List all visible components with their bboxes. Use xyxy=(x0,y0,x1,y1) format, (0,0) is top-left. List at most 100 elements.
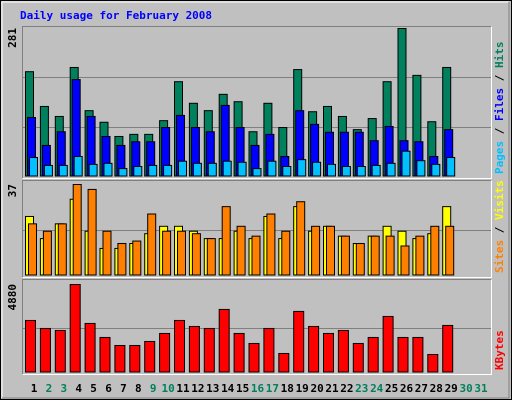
bar xyxy=(54,329,66,373)
bar xyxy=(248,342,260,373)
legend-entry: Files xyxy=(493,88,506,121)
panel-bevel xyxy=(22,180,492,278)
bar xyxy=(266,213,276,276)
bar xyxy=(431,163,441,177)
bar xyxy=(352,342,364,373)
bar xyxy=(367,336,379,373)
bar xyxy=(129,344,141,373)
bar xyxy=(251,235,261,276)
x-tick-label: 8 xyxy=(135,382,142,395)
bar xyxy=(327,163,336,177)
bar xyxy=(73,155,83,177)
bar xyxy=(207,162,217,177)
x-tick-label: 25 xyxy=(385,382,398,395)
bar xyxy=(400,245,410,276)
x-tick-label: 14 xyxy=(221,382,235,395)
bar xyxy=(237,161,247,177)
legend: KBytes xyxy=(493,330,506,370)
bar xyxy=(236,225,246,276)
bar xyxy=(177,230,186,276)
bar xyxy=(99,336,111,373)
bar xyxy=(293,310,305,373)
bar xyxy=(72,184,82,276)
bar xyxy=(323,332,334,373)
bar xyxy=(188,325,200,373)
bar xyxy=(117,243,127,276)
bar xyxy=(178,160,187,177)
x-tick-label: 31 xyxy=(474,382,488,395)
bar xyxy=(144,340,156,373)
bar xyxy=(386,162,396,177)
bar xyxy=(337,329,349,373)
bar xyxy=(356,165,366,177)
x-tick-label: 9 xyxy=(150,382,157,395)
bar xyxy=(282,165,292,177)
bar xyxy=(412,336,424,373)
x-tick-label: 29 xyxy=(445,382,458,395)
x-tick-label: 17 xyxy=(266,382,279,395)
bar xyxy=(297,159,307,177)
bar xyxy=(355,243,365,276)
x-tick-label: 27 xyxy=(415,382,428,395)
x-tick-label: 19 xyxy=(296,382,309,395)
legend-entry: Hits xyxy=(493,42,506,69)
panel-bevel xyxy=(22,26,492,179)
bar xyxy=(191,233,201,276)
bar xyxy=(401,150,411,177)
x-tick-label: 26 xyxy=(400,382,414,395)
x-tick-label: 23 xyxy=(355,382,368,395)
bar xyxy=(132,240,142,276)
x-tick-label: 22 xyxy=(340,382,353,395)
legend-separator: / xyxy=(493,220,506,240)
bar xyxy=(84,322,96,373)
bar xyxy=(222,160,232,177)
bar xyxy=(263,327,275,373)
x-tick-label: 24 xyxy=(370,382,384,395)
bar xyxy=(385,235,395,276)
x-tick-label: 16 xyxy=(251,382,265,395)
bar xyxy=(340,235,350,276)
bar xyxy=(267,160,277,177)
panel-bevel xyxy=(22,279,492,375)
panel-bevel xyxy=(22,180,492,278)
bar xyxy=(221,206,231,276)
bar xyxy=(114,344,126,373)
x-tick-label: 1 xyxy=(31,382,38,395)
y-tick-label: 4880 xyxy=(6,284,19,311)
bar xyxy=(206,238,216,276)
bar xyxy=(58,164,68,177)
bar xyxy=(148,164,158,177)
bar xyxy=(371,164,381,177)
bar xyxy=(57,223,67,276)
bar xyxy=(203,327,215,373)
bar xyxy=(163,164,173,177)
bar xyxy=(416,160,426,177)
x-tick-label: 18 xyxy=(281,382,294,395)
bar xyxy=(326,225,335,276)
bar xyxy=(39,327,51,373)
bar xyxy=(415,235,425,276)
legend-entry: KBytes xyxy=(493,330,506,370)
bar xyxy=(192,162,202,177)
x-tick-label: 15 xyxy=(236,382,249,395)
x-tick-label: 5 xyxy=(90,382,97,395)
panel-bevel xyxy=(22,26,492,179)
bar xyxy=(446,157,456,177)
legend: Pages / Files / Hits xyxy=(493,42,506,175)
x-tick-label: 30 xyxy=(459,382,472,395)
y-tick-label: 37 xyxy=(6,184,19,197)
bar xyxy=(397,336,409,373)
bar xyxy=(312,161,322,177)
bar xyxy=(308,325,320,373)
x-tick-label: 4 xyxy=(75,382,82,395)
bar xyxy=(43,164,53,177)
bar xyxy=(233,332,245,373)
legend-entry: Visits xyxy=(493,180,506,220)
bar xyxy=(162,230,172,276)
bar xyxy=(42,230,52,276)
bar xyxy=(133,165,143,177)
x-tick-label: 12 xyxy=(191,382,204,395)
